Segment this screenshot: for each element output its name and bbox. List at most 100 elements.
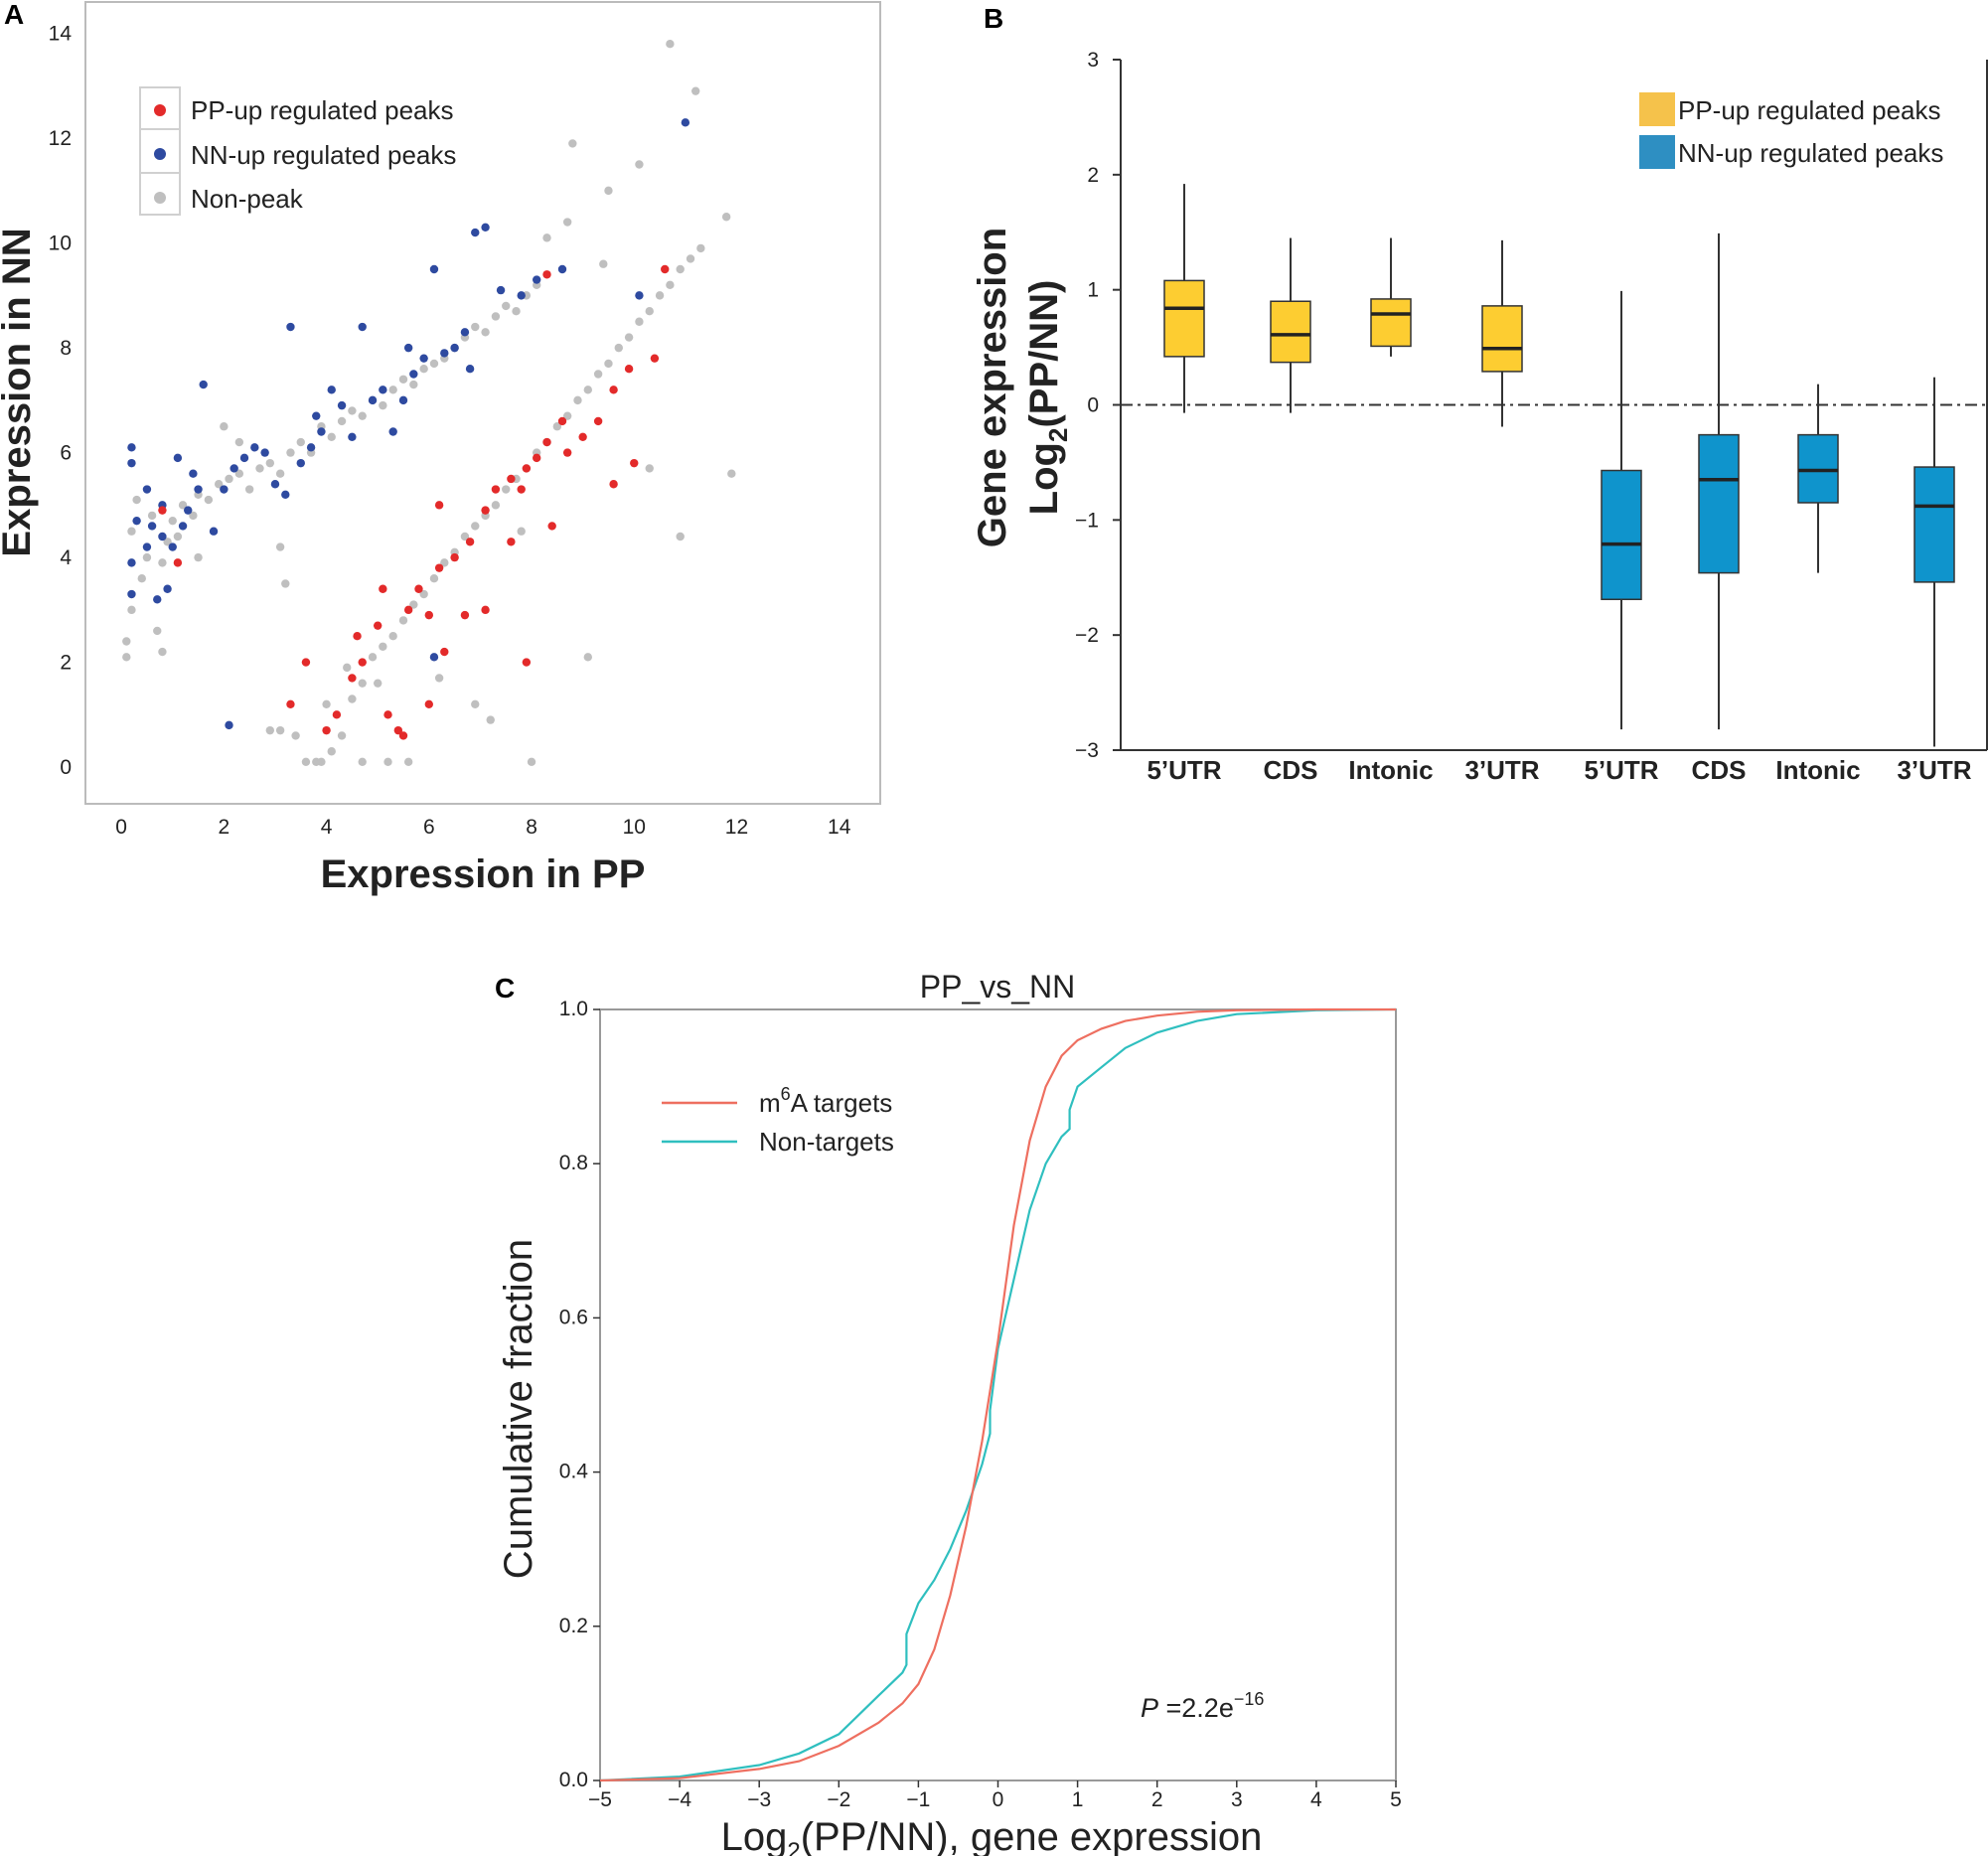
panel-a-point (194, 552, 203, 562)
panel-a-point (225, 474, 233, 484)
panel-a-point (583, 653, 593, 662)
panel-a-point (142, 552, 152, 562)
panel-a-point (383, 757, 392, 767)
panel-a-point (481, 328, 490, 337)
panel-a-point (502, 485, 511, 494)
panel-a-point (178, 522, 188, 531)
panel-a-point (127, 458, 136, 468)
panel-a-point (609, 480, 618, 489)
panel-c-y-tick-label: 0.0 (559, 1769, 588, 1791)
panel-a-point (624, 365, 634, 374)
panel-a-point (655, 291, 665, 300)
panel-a-point (127, 589, 136, 599)
panel-a-point (358, 322, 367, 332)
panel-a-point (502, 301, 511, 311)
panel-a-point (696, 243, 705, 253)
panel-a-point (471, 228, 480, 237)
panel-a-point (189, 511, 198, 521)
panel-a-point (244, 485, 254, 494)
panel-a-point (153, 626, 162, 636)
panel-a-point (322, 699, 331, 708)
panel-a-point (153, 595, 162, 604)
panel-a-x-tick-label: 4 (321, 816, 333, 839)
panel-a-point (373, 679, 382, 688)
panel-c-cdf: PP_vs_NN −5 −4 −3 −2 −1 0 1 2 3 4 5 0.0 0.2 0.4 0.6 0.… (497, 969, 1402, 1856)
panel-a-point (220, 422, 229, 431)
panel-a-point (727, 469, 736, 478)
panel-a-point (234, 469, 244, 478)
panel-a-y-tick-label: 4 (60, 546, 72, 569)
panel-a-label: A (4, 0, 24, 30)
panel-a-point (522, 658, 532, 667)
panel-a-point (547, 522, 556, 531)
panel-a-point (189, 469, 198, 478)
panel-c-x-tick-label: −1 (906, 1788, 930, 1811)
panel-b-y-tick-label: −2 (1075, 624, 1099, 647)
panel-c-x-tick-label: 0 (993, 1788, 1004, 1811)
panel-b-box (1797, 384, 1839, 573)
panel-a-point (542, 437, 551, 447)
panel-a-point (517, 527, 526, 536)
panel-a-point (429, 264, 439, 274)
panel-b-box (1270, 237, 1311, 413)
panel-a-point (496, 285, 506, 295)
panel-a-point (635, 160, 644, 169)
panel-a-point (317, 427, 326, 436)
panel-a-point (383, 710, 392, 719)
panel-a-point (583, 386, 593, 394)
panel-b-y-tick-label: 2 (1087, 164, 1099, 187)
panel-c-line-m6a-targets (599, 1007, 1396, 1782)
panel-a-point (507, 538, 516, 546)
panel-a-point (132, 516, 141, 526)
panel-a-y-label: Expression in NN (0, 228, 39, 556)
panel-b-category-label: Intonic (1348, 755, 1433, 785)
panel-a-point (645, 306, 654, 316)
panel-a-point (666, 280, 675, 290)
panel-a-point (666, 39, 675, 49)
panel-a-point (373, 621, 382, 630)
box-body (1270, 300, 1311, 364)
panel-c-x-tick-label: 2 (1151, 1788, 1163, 1811)
panel-a-point (434, 501, 444, 510)
panel-a-point (296, 437, 305, 447)
panel-a-point (343, 663, 352, 673)
panel-a-point (460, 328, 470, 337)
panel-a-point (624, 333, 634, 342)
panel-a-point (127, 558, 136, 567)
panel-a-point (690, 86, 700, 95)
panel-c-y-tick-label: 0.2 (559, 1615, 588, 1637)
panel-a-x-tick-label: 8 (526, 816, 537, 839)
panel-a-point (209, 527, 219, 536)
panel-a-point (225, 720, 233, 730)
panel-c-label: C (495, 973, 515, 1004)
panel-a-point (127, 527, 136, 536)
panel-a-point (332, 710, 342, 719)
panel-a-point (173, 532, 183, 541)
panel-a-point (460, 532, 470, 541)
panel-a-point (562, 448, 572, 457)
panel-a-point (147, 511, 157, 521)
panel-a-point (486, 715, 495, 724)
panel-a-x-tick-label: 0 (115, 816, 127, 839)
panel-a-point (229, 464, 238, 473)
panel-b-box (1601, 290, 1642, 730)
panel-a-point (337, 731, 347, 740)
panel-b-category-label: 5’UTR (1584, 755, 1658, 785)
panel-a-x-tick-label: 12 (725, 816, 748, 839)
panel-a-point (388, 386, 397, 394)
panel-a-point (419, 354, 428, 363)
panel-a-point (379, 642, 387, 651)
panel-a-point (260, 448, 269, 457)
panel-a-point (676, 532, 685, 541)
panel-a-point (358, 679, 367, 688)
legend-marker-nn-up (154, 148, 166, 160)
panel-a-point (661, 264, 670, 274)
panel-a-point (552, 422, 562, 431)
panel-a-point (379, 386, 387, 394)
box-body (1698, 433, 1740, 574)
box-body (1481, 305, 1523, 373)
panel-a-point (409, 600, 418, 609)
panel-a-point (512, 306, 521, 316)
panel-a-point (471, 522, 480, 531)
panel-b-box (1163, 184, 1205, 413)
